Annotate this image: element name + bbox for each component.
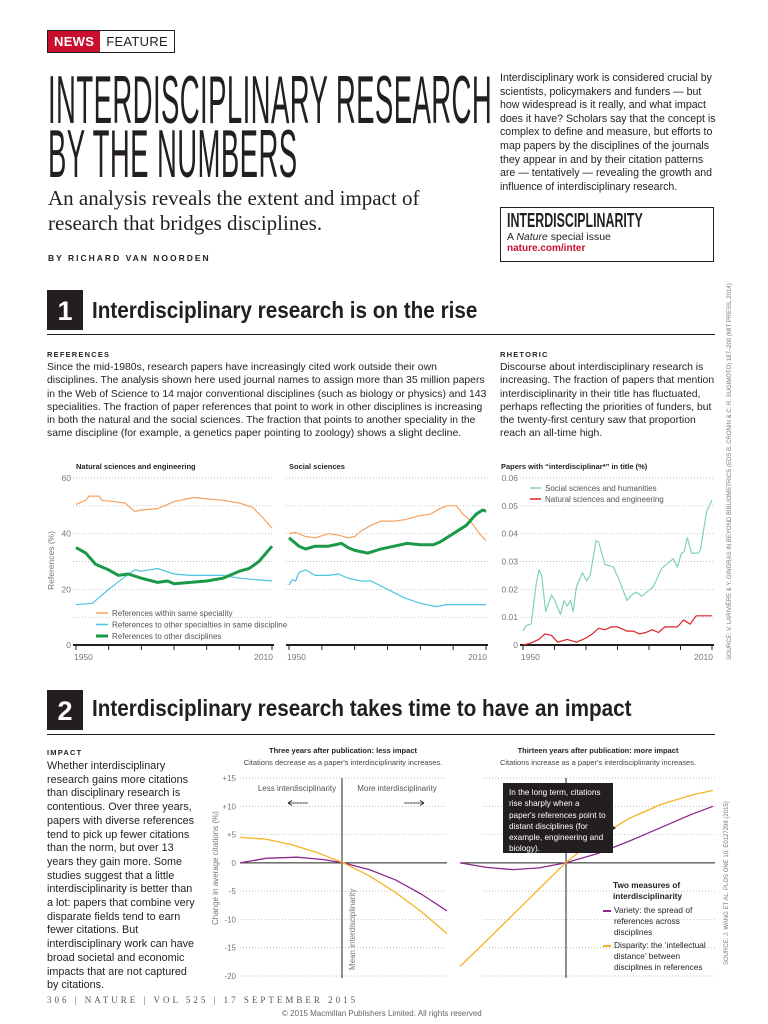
promo-sub-suffix: special issue xyxy=(547,231,611,243)
chart-title: Thirteen years after publication: more i… xyxy=(518,746,679,755)
legend-label: Natural sciences and engineering xyxy=(545,495,664,504)
section-1-number: 1 xyxy=(47,290,83,330)
promo-sub-italic: Nature xyxy=(516,231,548,243)
series-line-natural-sciences-and-engineering xyxy=(522,615,712,646)
page-title-line2: BY THE NUMBERS xyxy=(48,116,298,192)
mean-label: Mean interdisciplinarity xyxy=(348,889,357,970)
x-tick-label: 2010 xyxy=(694,652,713,662)
byline: BY RICHARD VAN NOORDEN xyxy=(48,253,211,263)
legend-label-disparity: Disparity: the ‘intellectual distance’ b… xyxy=(614,940,706,972)
right-arrow-icon xyxy=(404,800,425,806)
chart-subtitle: Citations decrease as a paper's interdis… xyxy=(244,758,443,767)
y-tick-label: 0.02 xyxy=(501,584,518,594)
left-arrow-icon xyxy=(287,800,308,806)
y-tick-label: 20 xyxy=(62,584,72,594)
y-tick-label: -15 xyxy=(224,944,236,953)
series-line-references-within-same-speciality xyxy=(75,495,273,529)
y-tick-label: 0 xyxy=(232,859,237,868)
rhetoric-text: Discourse about interdisciplinary resear… xyxy=(500,362,715,440)
y-tick-label: 0.04 xyxy=(501,529,518,539)
series-line-references-to-other-specialties-in-same-discipline xyxy=(75,567,273,606)
feature-tag: FEATURE xyxy=(106,34,169,49)
chart-title: Natural sciences and engineering xyxy=(76,462,196,471)
promo-link[interactable]: nature.com/inter xyxy=(507,243,586,254)
legend-swatch-gold xyxy=(603,945,611,947)
promo-box[interactable]: INTERDISCIPLINARITY A Nature special iss… xyxy=(500,207,714,262)
series-line-references-to-other-disciplines xyxy=(75,545,274,586)
legend-label: References within same speciality xyxy=(112,609,233,618)
chart-title: Papers with “interdisciplinar*” in title… xyxy=(501,462,648,471)
legend-item-disparity: Disparity: the ‘intellectual distance’ b… xyxy=(603,940,718,973)
y-tick-label: 0.01 xyxy=(501,612,518,622)
chart-title: Social sciences xyxy=(289,462,345,471)
series-line-references-within-same-speciality xyxy=(288,505,487,542)
subtitle: An analysis reveals the extent and impac… xyxy=(48,186,420,235)
series-line-references-to-other-disciplines xyxy=(288,508,487,555)
intro-text: Interdisciplinary work is considered cru… xyxy=(500,72,716,193)
callout-box: In the long term, citations rise sharply… xyxy=(503,783,616,853)
y-tick-label: 0 xyxy=(513,640,518,650)
chart-subtitle: Citations increase as a paper's interdis… xyxy=(500,758,696,767)
y-tick-label: -20 xyxy=(224,972,236,981)
y-tick-label: 0.03 xyxy=(501,557,518,567)
footer-issue: 306 | NATURE | VOL 525 | 17 SEPTEMBER 20… xyxy=(47,995,359,1005)
section-1-divider xyxy=(47,334,715,335)
y-tick-label: 0 xyxy=(66,640,71,650)
x-tick-label: 1950 xyxy=(521,652,540,662)
footer-copyright: © 2015 Macmillan Publishers Limited. All… xyxy=(282,1009,482,1018)
section-2-number: 2 xyxy=(47,690,83,730)
more-label: More interdisciplinarity xyxy=(357,784,437,793)
legend-title: Two measures of interdisciplinarity xyxy=(613,880,683,901)
y-tick-label: -10 xyxy=(224,915,236,924)
promo-subtitle: A Nature special issue xyxy=(507,231,726,243)
chart-title: Three years after publication: less impa… xyxy=(269,746,417,755)
legend-swatch-purple xyxy=(603,910,611,912)
series-line-variety xyxy=(239,856,448,912)
article-tag: NEWS FEATURE xyxy=(47,30,176,53)
series-line-references-to-other-specialties-in-same-discipline xyxy=(288,569,486,608)
x-tick-label: 2010 xyxy=(254,652,273,662)
references-label: REFERENCES xyxy=(47,350,111,359)
y-tick-label: -5 xyxy=(229,887,237,896)
x-tick-label: 1950 xyxy=(287,652,306,662)
section-1-heading: Interdisciplinary research is on the ris… xyxy=(92,297,478,323)
x-tick-label: 1950 xyxy=(74,652,93,662)
impact-label: IMPACT xyxy=(47,748,83,757)
x-tick-label: 2010 xyxy=(468,652,487,662)
page-title-line1: INTERDISCIPLINARY RESEARCH xyxy=(48,62,493,138)
rhetoric-label: RHETORIC xyxy=(500,350,549,359)
y-tick-label: 60 xyxy=(62,473,72,483)
series-line-social-sciences-and-humanities xyxy=(522,500,713,632)
y-tick-label: 0.05 xyxy=(501,501,518,511)
y-tick-label: +10 xyxy=(222,802,236,811)
promo-heading: INTERDISCIPLINARITY xyxy=(507,210,643,232)
series-line-disparity xyxy=(239,836,448,935)
references-text: Since the mid-1980s, research papers hav… xyxy=(47,362,487,440)
y-tick-label: +5 xyxy=(227,831,237,840)
legend-label-variety: Variety: the spread of references across… xyxy=(614,905,693,937)
legend-label: Social sciences and humanities xyxy=(545,484,657,493)
y-tick-label: 0.06 xyxy=(501,473,518,483)
section-2-heading: Interdisciplinary research takes time to… xyxy=(92,695,632,721)
chart2-legend: Two measures of interdisciplinarity Vari… xyxy=(603,880,718,973)
news-tag: NEWS xyxy=(48,31,101,52)
impact-text: Whether interdisciplinary research gains… xyxy=(47,760,195,992)
series-line-variety xyxy=(459,805,714,871)
y-axis-label: Change in average citations (%) xyxy=(211,811,220,925)
promo-sub-prefix: A xyxy=(507,231,517,243)
y-tick-label: +15 xyxy=(222,774,236,783)
less-label: Less interdisciplinarity xyxy=(258,784,336,793)
y-axis-label: References (%) xyxy=(46,531,56,590)
legend-item-variety: Variety: the spread of references across… xyxy=(603,905,718,938)
legend-label: References to other specialties in same … xyxy=(112,621,288,630)
y-tick-label: 40 xyxy=(62,529,72,539)
legend-label: References to other disciplines xyxy=(112,632,221,641)
section-2-divider xyxy=(47,734,715,735)
